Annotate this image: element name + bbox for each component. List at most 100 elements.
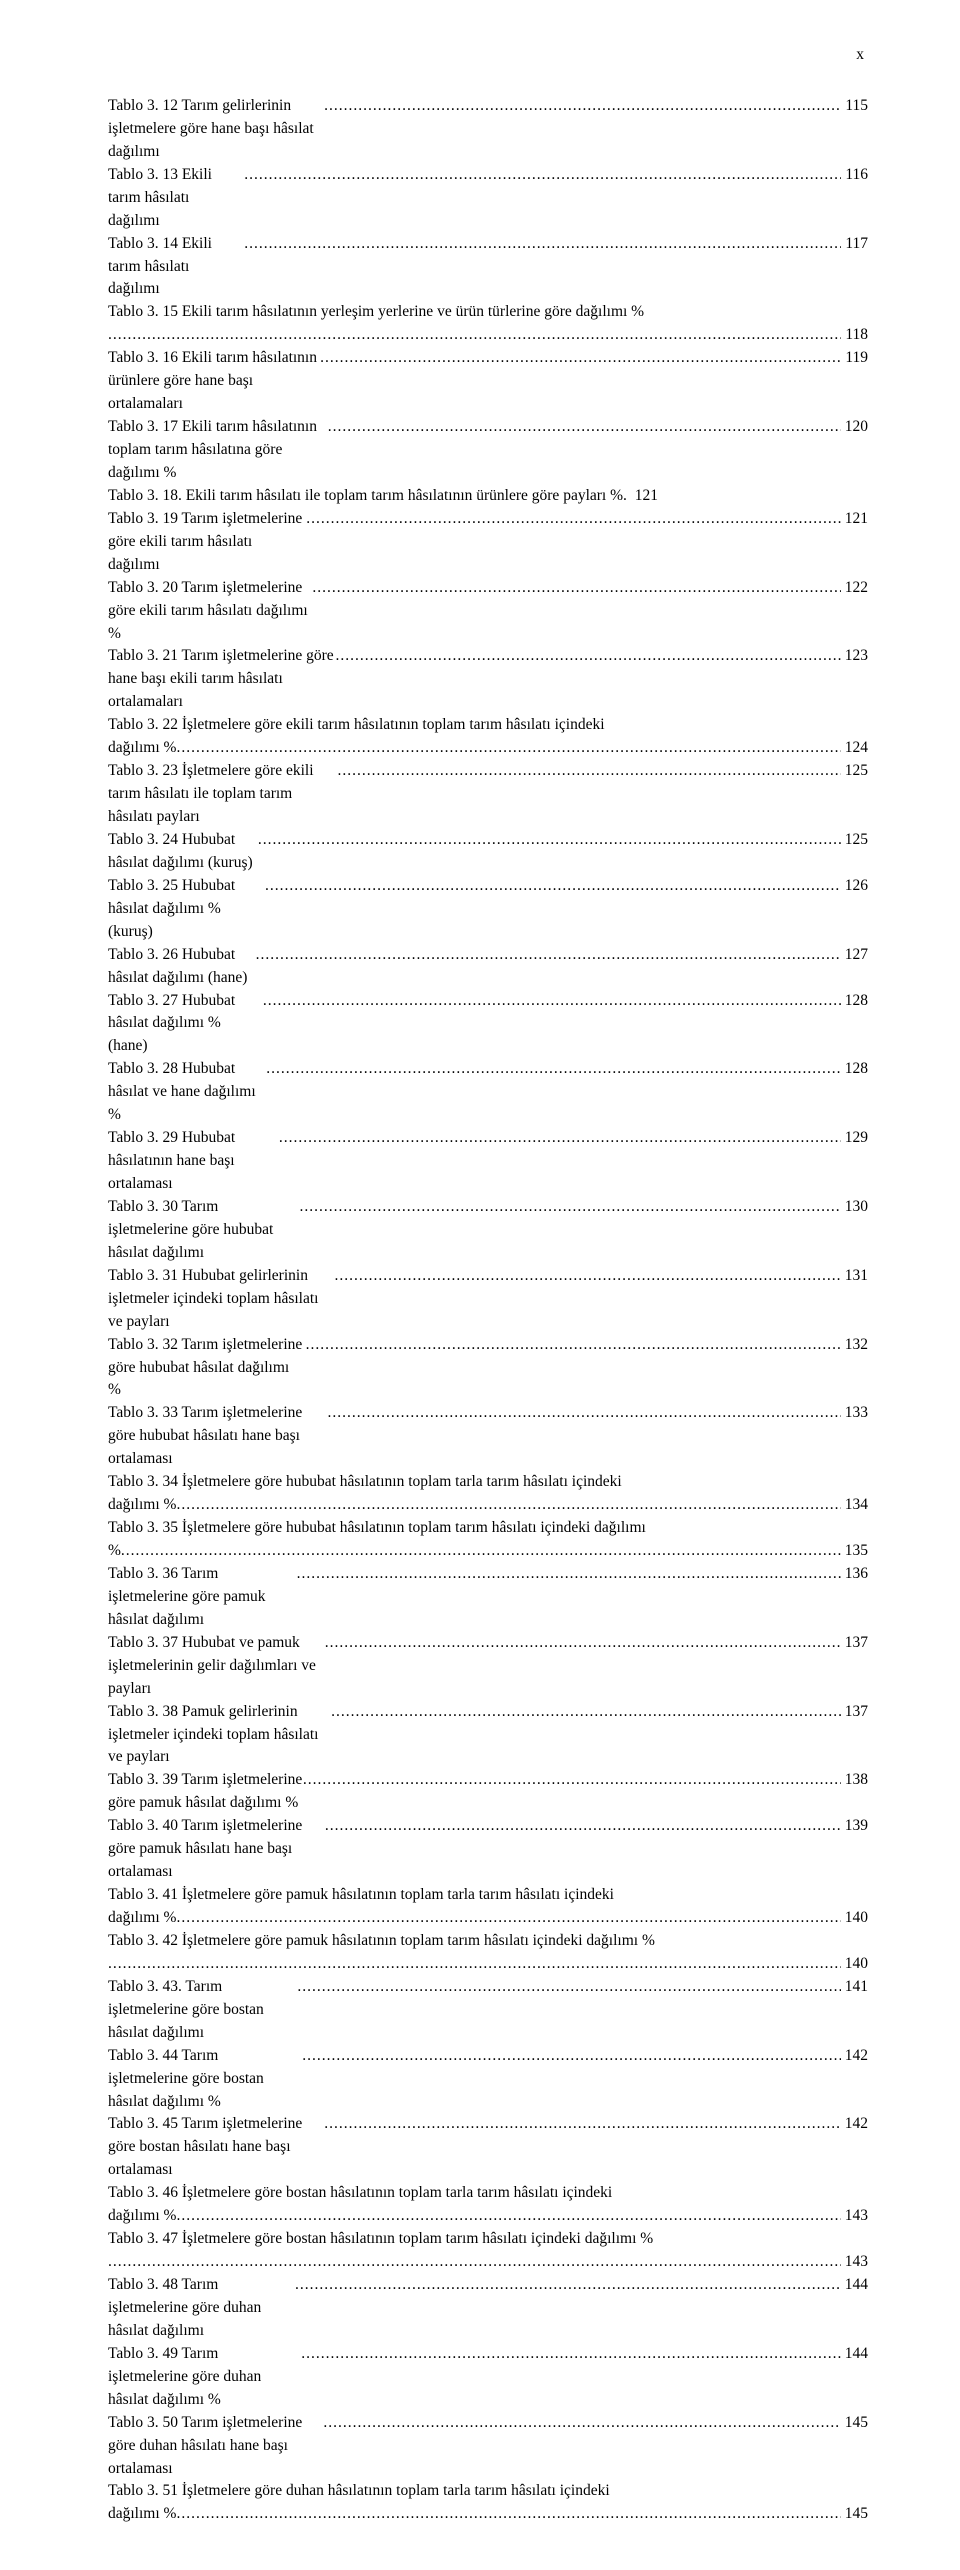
toc-page-number: 119: [841, 347, 868, 370]
toc-entry-text: Tablo 3. 21 Tarım işletmelerine göre han…: [108, 645, 336, 714]
toc-entry: Tablo 3. 43. Tarım işletmelerine göre bo…: [108, 1976, 868, 2045]
toc-entry: Tablo 3. 30 Tarım işletmelerine göre hub…: [108, 1196, 868, 1265]
toc-entry-continuation: dağılımı %145: [108, 2503, 868, 2526]
toc-page-number: 139: [841, 1815, 868, 1838]
toc-entry-text: Tablo 3. 48 Tarım işletmelerine göre duh…: [108, 2274, 295, 2343]
toc-entry-text: Tablo 3. 32 Tarım işletmelerine göre hub…: [108, 1334, 306, 1403]
toc-entry-text: Tablo 3. 22 İşletmelere göre ekili tarım…: [108, 714, 868, 737]
toc-page-number: 121: [841, 508, 868, 531]
toc-page-number: 136: [841, 1563, 868, 1586]
toc-entry-text: Tablo 3. 23 İşletmelere göre ekili tarım…: [108, 760, 338, 829]
toc-entry: Tablo 3. 36 Tarım işletmelerine göre pam…: [108, 1563, 868, 1632]
toc-entry: Tablo 3. 40 Tarım işletmelerine göre pam…: [108, 1815, 868, 1884]
toc-entry: Tablo 3. 21 Tarım işletmelerine göre han…: [108, 645, 868, 714]
toc-leader: [336, 645, 841, 668]
toc-entry-text: Tablo 3. 15 Ekili tarım hâsılatının yerl…: [108, 301, 868, 324]
toc-entry-tail: dağılımı %: [108, 1494, 176, 1517]
toc-leader: [176, 1494, 840, 1517]
toc-page-number: 125: [841, 760, 868, 783]
toc-entry-text: Tablo 3. 14 Ekili tarım hâsılatı dağılım…: [108, 233, 244, 302]
toc-entry-text: Tablo 3. 37 Hububat ve pamuk işletmeleri…: [108, 1632, 325, 1701]
toc-entry-text: Tablo 3. 30 Tarım işletmelerine göre hub…: [108, 1196, 299, 1265]
toc-entry-text: Tablo 3. 47 İşletmelere göre bostan hâsı…: [108, 2228, 868, 2251]
toc-entry-text: Tablo 3. 31 Hububat gelirlerinin işletme…: [108, 1265, 334, 1334]
toc-entry-text: Tablo 3. 18. Ekili tarım hâsılatı ile to…: [108, 485, 627, 508]
toc-entry-text: Tablo 3. 24 Hububat hâsılat dağılımı (ku…: [108, 829, 258, 875]
toc-entry-tail: dağılımı %: [108, 2205, 176, 2228]
toc-entry-text: Tablo 3. 33 Tarım işletmelerine göre hub…: [108, 1402, 327, 1471]
toc-leader: [301, 2343, 841, 2366]
toc-leader: [265, 875, 841, 898]
toc-entry-text: Tablo 3. 49 Tarım işletmelerine göre duh…: [108, 2343, 301, 2412]
toc-page-number: 115: [841, 95, 868, 118]
toc-entry: Tablo 3. 38 Pamuk gelirlerinin işletmele…: [108, 1701, 868, 1770]
toc-entry: Tablo 3. 47 İşletmelere göre bostan hâsı…: [108, 2228, 868, 2274]
toc-page-number: 142: [841, 2113, 868, 2136]
toc-page-number: 121: [631, 485, 658, 508]
toc-entry-text: Tablo 3. 38 Pamuk gelirlerinin işletmele…: [108, 1701, 331, 1770]
toc-leader: [320, 347, 841, 370]
toc-entry-text: Tablo 3. 50 Tarım işletmelerine göre duh…: [108, 2412, 323, 2481]
toc-entry-continuation: dağılımı %143: [108, 2205, 868, 2228]
toc-entry: Tablo 3. 28 Hububat hâsılat ve hane dağı…: [108, 1058, 868, 1127]
toc-entry-continuation: %135: [108, 1540, 868, 1563]
toc-leader: [258, 829, 841, 852]
toc-entry: Tablo 3. 49 Tarım işletmelerine göre duh…: [108, 2343, 868, 2412]
toc-entry-text: Tablo 3. 46 İşletmelere göre bostan hâsı…: [108, 2182, 868, 2205]
toc-leader: [108, 324, 841, 347]
toc-entry-text: Tablo 3. 34 İşletmelere göre hububat hâs…: [108, 1471, 868, 1494]
toc-entry-continuation: 143: [108, 2251, 868, 2274]
toc-entry-tail: %: [108, 1540, 121, 1563]
toc-entry-text: Tablo 3. 19 Tarım işletmelerine göre eki…: [108, 508, 306, 577]
toc-entry-continuation: dağılımı % 140: [108, 1907, 868, 1930]
toc-leader: [303, 1769, 841, 1792]
toc-page-number: 133: [841, 1402, 868, 1425]
toc-entry: Tablo 3. 32 Tarım işletmelerine göre hub…: [108, 1334, 868, 1403]
toc-page-number: 129: [841, 1127, 868, 1150]
toc-entry: Tablo 3. 31 Hububat gelirlerinin işletme…: [108, 1265, 868, 1334]
toc-entry-text: Tablo 3. 40 Tarım işletmelerine göre pam…: [108, 1815, 325, 1884]
toc-entry-tail: dağılımı %: [108, 2503, 176, 2526]
toc-page-number: 134: [841, 1494, 868, 1517]
toc-leader: [312, 577, 840, 600]
toc-entry: Tablo 3. 17 Ekili tarım hâsılatının topl…: [108, 416, 868, 485]
toc-entry: Tablo 3. 50 Tarım işletmelerine göre duh…: [108, 2412, 868, 2481]
toc-page-number: 125: [841, 829, 868, 852]
toc-entry-text: Tablo 3. 35 İşletmelere göre hububat hâs…: [108, 1517, 868, 1540]
toc-entry-tail: dağılımı %: [108, 737, 176, 760]
toc-leader: [256, 944, 841, 967]
toc-page-number: 127: [841, 944, 868, 967]
toc-entry: Tablo 3. 51 İşletmelere göre duhan hâsıl…: [108, 2480, 868, 2526]
toc-leader: [338, 760, 841, 783]
toc-entry-text: Tablo 3. 16 Ekili tarım hâsılatının ürün…: [108, 347, 320, 416]
toc-page-number: 142: [841, 2045, 868, 2068]
toc-page-number: 144: [841, 2343, 868, 2366]
page-number-marker: x: [108, 44, 868, 67]
toc-leader: [295, 2274, 841, 2297]
toc-page-number: 128: [841, 990, 868, 1013]
toc-page-number: 131: [841, 1265, 868, 1288]
toc-entry-text: Tablo 3. 26 Hububat hâsılat dağılımı (ha…: [108, 944, 256, 990]
toc-leader: [244, 164, 841, 187]
toc-entry: Tablo 3. 23 İşletmelere göre ekili tarım…: [108, 760, 868, 829]
toc-leader: [331, 1701, 841, 1724]
toc-leader: [306, 1334, 841, 1357]
toc-page-number: 140: [841, 1907, 868, 1930]
toc-leader: [299, 1196, 840, 1219]
toc-entry: Tablo 3. 19 Tarım işletmelerine göre eki…: [108, 508, 868, 577]
toc-entry: Tablo 3. 12 Tarım gelirlerinin işletmele…: [108, 95, 868, 164]
toc-leader: [306, 508, 840, 531]
toc-entry-tail: dağılımı %: [108, 1907, 176, 1930]
table-of-contents: Tablo 3. 12 Tarım gelirlerinin işletmele…: [108, 95, 868, 2526]
toc-entry: Tablo 3. 16 Ekili tarım hâsılatının ürün…: [108, 347, 868, 416]
toc-entry: Tablo 3. 15 Ekili tarım hâsılatının yerl…: [108, 301, 868, 347]
toc-entry-text: Tablo 3. 12 Tarım gelirlerinin işletmele…: [108, 95, 324, 164]
toc-page-number: 116: [841, 164, 868, 187]
toc-leader: [108, 2251, 841, 2274]
toc-page-number: 124: [841, 737, 868, 760]
toc-page-number: 143: [841, 2251, 868, 2274]
toc-entry: Tablo 3. 14 Ekili tarım hâsılatı dağılım…: [108, 233, 868, 302]
toc-leader: [297, 1976, 840, 1999]
toc-leader: [302, 2045, 841, 2068]
toc-entry: Tablo 3. 20 Tarım işletmelerine göre eki…: [108, 577, 868, 646]
